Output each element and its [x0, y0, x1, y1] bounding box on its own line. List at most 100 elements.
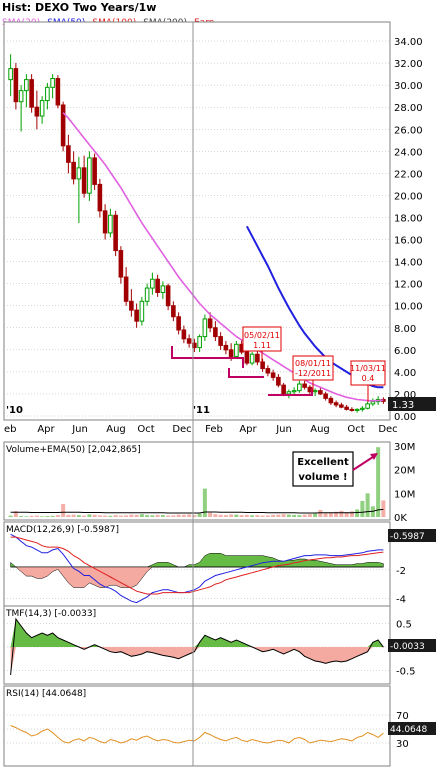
macd-signal-line — [10, 536, 384, 595]
volume-bar-15 — [87, 514, 92, 517]
year-label-0: '10 — [6, 405, 23, 416]
price-y-tick-10: 14.00 — [394, 258, 423, 269]
volume-y-tick-2: 10M — [394, 489, 415, 500]
candle-body-37 — [202, 318, 208, 338]
excellent-volume-note: Excellent volume ! — [292, 451, 378, 487]
candle-body-64 — [344, 406, 349, 410]
macd-histogram-negative — [10, 566, 384, 588]
earnings-box-2-line-2: -12/2011 — [295, 369, 331, 378]
excellent-volume-line-2: volume ! — [298, 472, 347, 483]
candle-body-4 — [29, 79, 34, 108]
volume-bar-27 — [150, 515, 155, 517]
volume-bar-35 — [192, 515, 197, 517]
volume-y-ticks: 30M 20M 10M 0K — [394, 442, 415, 524]
macd-y-tick-1: -4 — [396, 594, 406, 605]
price-x-tick-10: Oct — [347, 424, 364, 435]
candle-body-30 — [165, 285, 171, 307]
price-x-tick-5: Dec — [172, 424, 191, 435]
volume-bar-36 — [197, 513, 202, 517]
volume-bar-32 — [176, 514, 181, 517]
volume-bar-39 — [213, 514, 218, 517]
volume-ema-line — [10, 508, 384, 514]
candle-body-67 — [360, 407, 365, 410]
candle-body-6 — [39, 100, 45, 117]
price-y-tick-6: 22.00 — [394, 169, 423, 180]
macd-grid — [4, 569, 390, 599]
tmf-area-positive — [10, 619, 384, 647]
volume-bar-18 — [103, 515, 108, 517]
excellent-volume-line-1: Excellent — [297, 457, 349, 468]
candle-body-60 — [323, 393, 328, 399]
volume-bar-59 — [318, 509, 323, 517]
price-y-tick-1: 32.00 — [394, 59, 423, 70]
price-y-tick-14: 6.00 — [394, 346, 416, 357]
candle-body-28 — [155, 278, 160, 293]
price-y-tick-16: 2.00 — [394, 390, 416, 401]
volume-bar-23 — [129, 514, 134, 517]
candle-body-59 — [318, 390, 323, 395]
price-x-tick-6: Feb — [205, 424, 223, 435]
volume-bar-34 — [187, 514, 192, 517]
price-x-tick-3: Aug — [106, 424, 126, 435]
price-y-tick-12: 10.00 — [394, 302, 423, 313]
candle-body-45 — [244, 351, 250, 364]
volume-bar-17 — [97, 515, 102, 517]
candle-body-40 — [218, 336, 223, 346]
volume-bar-40 — [218, 514, 223, 517]
candle-body-29 — [160, 285, 166, 293]
volume-bar-55 — [297, 515, 302, 517]
volume-bar-21 — [118, 515, 123, 517]
volume-bar-67 — [360, 500, 365, 517]
volume-y-tick-3: 0K — [394, 513, 407, 524]
volume-bar-28 — [155, 514, 160, 517]
candle-body-47 — [255, 353, 260, 363]
volume-bar-19 — [108, 515, 113, 517]
volume-bar-50 — [271, 514, 276, 517]
price-y-tick-13: 8.00 — [394, 324, 416, 335]
tmf-line — [10, 617, 384, 676]
volume-bar-31 — [171, 515, 176, 517]
candle-body-43 — [234, 343, 239, 357]
volume-y-tick-0: 30M — [394, 442, 415, 453]
earnings-box-1-line-2: 1.11 — [253, 341, 271, 350]
price-y-tick-17: 0.00 — [394, 412, 416, 423]
candle-body-54 — [291, 390, 297, 393]
candle-body-3 — [24, 79, 29, 92]
volume-y-tick-1: 20M — [394, 466, 415, 477]
rsi-frame — [3, 685, 391, 767]
volume-bar-47 — [255, 515, 260, 517]
candle-body-0 — [8, 68, 13, 81]
price-x-tick-4: Oct — [137, 424, 154, 435]
rsi-line — [10, 725, 384, 744]
volume-bar-25 — [139, 514, 144, 517]
candle-body-23 — [129, 300, 134, 311]
volume-bar-9 — [55, 515, 60, 517]
volume-bar-66 — [355, 509, 360, 517]
candle-body-32 — [176, 316, 181, 331]
volume-bar-37 — [202, 488, 207, 517]
support-line-1 — [171, 346, 244, 368]
volume-bar-56 — [302, 514, 307, 517]
volume-bars — [8, 447, 386, 517]
candle-body-20 — [113, 214, 118, 252]
price-x-tick-8: Jun — [275, 424, 292, 435]
candle-body-51 — [276, 376, 281, 386]
candle-body-10 — [60, 104, 66, 147]
volume-bar-44 — [239, 515, 244, 517]
arrow-head-icon — [370, 453, 378, 460]
last-price-badge — [388, 397, 436, 411]
volume-bar-10 — [61, 503, 66, 517]
volume-bar-1 — [13, 511, 18, 517]
chart-title: Hist: DEXO Two Years/1w — [2, 1, 156, 14]
volume-bar-64 — [344, 512, 349, 517]
macd-line — [10, 533, 384, 604]
rsi-y-tick-2: 30 — [396, 739, 409, 750]
candle-body-5 — [34, 106, 40, 117]
candle-body-50 — [270, 372, 276, 378]
candle-body-52 — [281, 384, 286, 395]
earnings-box-2: 08/01/11 -12/2011 — [292, 355, 334, 392]
price-y-tick-0: 34.00 — [394, 37, 423, 48]
candle-body-36 — [197, 336, 202, 349]
price-candles — [8, 54, 386, 413]
volume-bar-8 — [50, 515, 55, 517]
